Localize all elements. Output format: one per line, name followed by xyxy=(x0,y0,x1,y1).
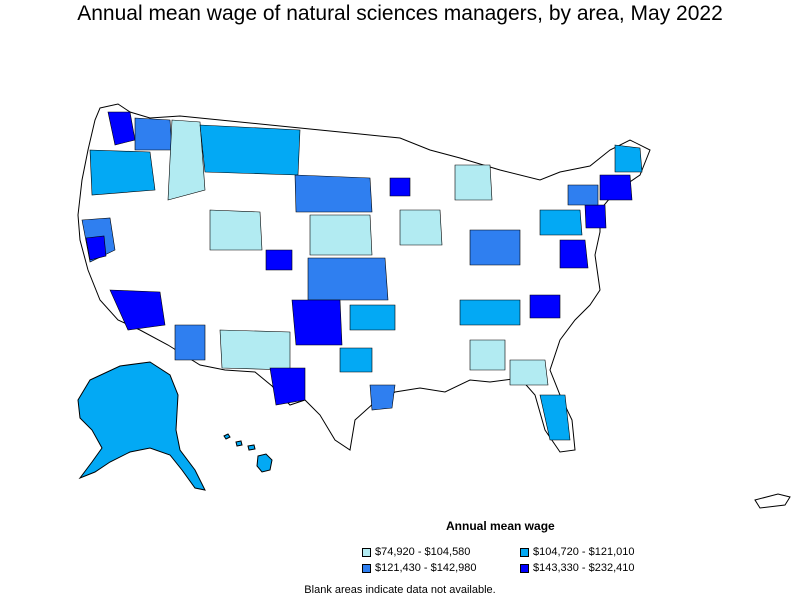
area-wyoming xyxy=(209,209,263,251)
area-new-england xyxy=(599,174,633,201)
area-pennsylvania xyxy=(539,209,583,236)
legend-label-1: $74,920 - $104,580 xyxy=(375,546,471,558)
area-idaho xyxy=(167,119,206,201)
legend-title: Annual mean wage xyxy=(446,519,555,533)
area-wa-east xyxy=(134,117,173,151)
area-midwest xyxy=(399,209,443,246)
area-michigan xyxy=(454,164,493,201)
area-ohio-valley xyxy=(469,229,521,266)
alaska-outline xyxy=(77,361,206,491)
area-nebraska xyxy=(309,214,373,256)
area-new-mexico xyxy=(219,329,291,371)
legend-item-3: $121,430 - $142,980 xyxy=(362,562,477,574)
area-carolinas xyxy=(529,294,561,319)
area-houston xyxy=(369,384,396,411)
area-socal xyxy=(109,289,166,331)
legend-swatch-3 xyxy=(362,563,371,573)
area-dc-maryland xyxy=(559,239,589,269)
puerto-rico-outline xyxy=(754,493,791,509)
area-colorado-denver xyxy=(265,249,293,271)
area-regions xyxy=(81,111,643,441)
legend-item-1: $74,920 - $104,580 xyxy=(362,546,470,558)
area-kansas xyxy=(307,257,389,301)
legend-item-4: $143,330 - $232,410 xyxy=(520,562,635,574)
area-maine xyxy=(614,144,643,173)
area-alabama xyxy=(469,339,506,371)
legend-swatch-1 xyxy=(362,547,371,557)
area-montana xyxy=(199,124,301,176)
legend-label-4: $143,330 - $232,410 xyxy=(533,562,635,574)
area-oregon xyxy=(89,149,156,196)
area-new-york-city xyxy=(584,204,607,229)
map-title: Annual mean wage of natural sciences man… xyxy=(77,2,723,25)
area-georgia xyxy=(509,359,549,386)
area-tennessee xyxy=(459,299,521,326)
area-oklahoma xyxy=(349,304,396,331)
area-dakota xyxy=(294,174,373,213)
area-arizona xyxy=(174,324,206,361)
hawaii-islands xyxy=(223,433,273,473)
area-florida xyxy=(539,394,571,441)
legend-label-3: $121,430 - $142,980 xyxy=(375,562,477,574)
area-minnesota xyxy=(389,177,411,197)
area-texas-central xyxy=(339,347,373,373)
legend-item-2: $104,720 - $121,010 xyxy=(520,546,635,558)
area-sf-bay xyxy=(85,235,107,261)
area-northeast-mid xyxy=(567,184,599,206)
area-texas-west xyxy=(291,299,343,346)
legend-swatch-4 xyxy=(520,563,529,573)
legend-label-2: $104,720 - $121,010 xyxy=(533,546,635,558)
area-texas-big xyxy=(269,367,306,406)
data-availability-note: Blank areas indicate data not available. xyxy=(304,584,496,596)
legend-swatch-2 xyxy=(520,547,529,557)
